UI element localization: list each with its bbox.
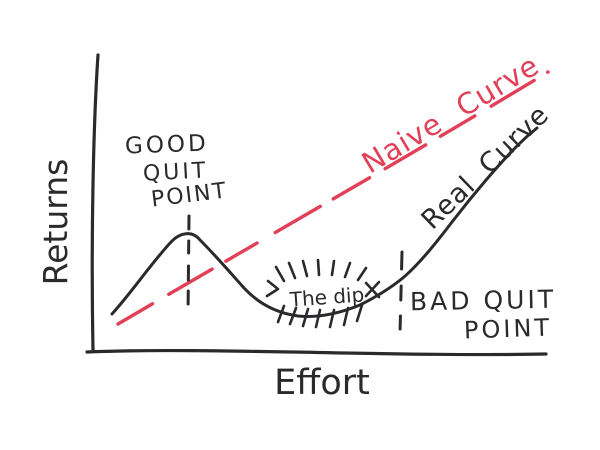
real-curve-line [110, 126, 539, 318]
bad-quit-point-label-line2: POINT [463, 313, 553, 345]
dip-right-cross-mark [364, 280, 381, 299]
y-axis-label: Returns [36, 158, 75, 286]
x-axis-line [85, 348, 548, 357]
dip-tick-marks [276, 303, 364, 329]
naive-curve-dashed-line [116, 70, 550, 326]
dip-left-chevron [265, 279, 280, 298]
bad-quit-point-label-line1: BAD QUIT [409, 284, 557, 317]
good-quit-point-label-line1: GOOD [124, 130, 210, 160]
x-axis-label: Effort [274, 363, 370, 403]
dip-rays [274, 258, 368, 283]
y-axis-line [90, 53, 100, 353]
good-quit-dashed-line [186, 214, 191, 317]
bad-quit-dashed-line [398, 250, 404, 335]
